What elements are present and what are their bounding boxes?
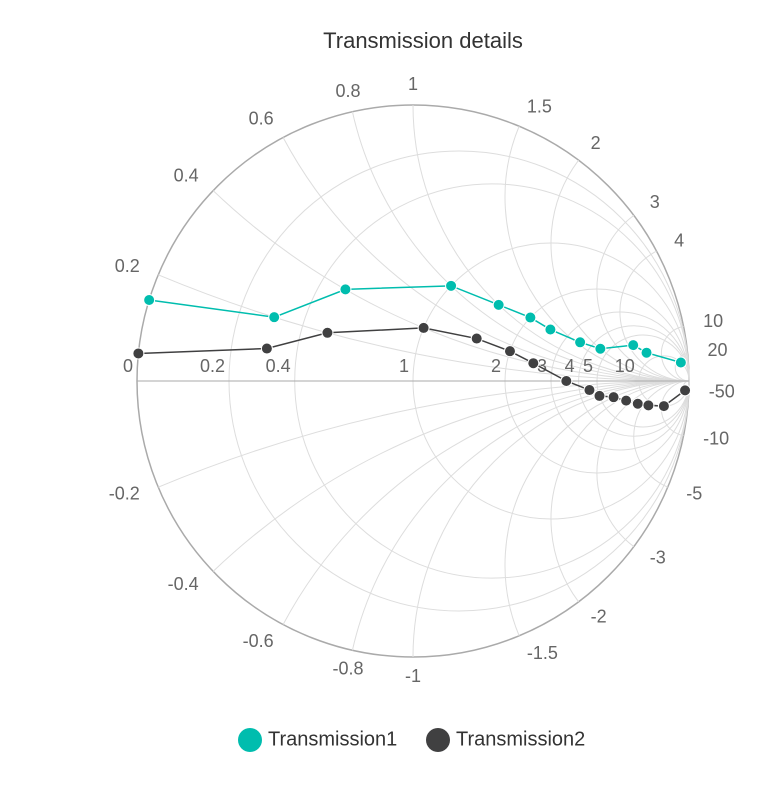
legend-text: Transmission2 <box>456 728 585 750</box>
data-point <box>631 397 644 410</box>
resistance-tick-label: 1 <box>399 356 409 376</box>
reactance-tick-label: -0.6 <box>243 631 274 651</box>
data-point <box>503 345 516 358</box>
reactance-tick-label: -1.5 <box>527 643 558 663</box>
reactance-tick-label: 0.2 <box>115 256 140 276</box>
reactance-grid-arc <box>596 215 690 382</box>
data-point <box>607 391 620 404</box>
reactance-tick-label: -50 <box>709 382 735 402</box>
reactance-tick-label: -10 <box>703 428 729 448</box>
reactance-grid-arc <box>282 380 690 625</box>
data-point <box>321 326 334 339</box>
reactance-grid-arc <box>596 380 690 547</box>
reactance-grid-arc <box>351 380 690 651</box>
data-point <box>583 384 596 397</box>
data-point <box>339 283 352 296</box>
reactance-tick-label: 10 <box>703 311 723 331</box>
reactance-tick-label: -0.4 <box>168 574 199 594</box>
reactance-tick-label: -2 <box>591 607 607 627</box>
legend-marker <box>426 728 450 752</box>
data-point <box>642 399 655 412</box>
reactance-grid-arc <box>660 325 690 382</box>
reactance-tick-label: 0.4 <box>174 166 199 186</box>
reactance-grid-arc <box>158 274 690 382</box>
reactance-tick-label: -5 <box>686 484 702 504</box>
resistance-tick-label: 10 <box>615 356 635 376</box>
data-point <box>657 400 670 413</box>
reactance-grid-arc <box>212 380 690 572</box>
reactance-tick-label: 1.5 <box>527 97 552 117</box>
reactance-tick-label: -3 <box>650 547 666 567</box>
reactance-tick-label: 0.6 <box>249 109 274 129</box>
reactance-grid-arc <box>550 159 690 382</box>
data-point <box>132 347 145 360</box>
data-point <box>260 342 273 355</box>
reactance-tick-label: 1 <box>408 74 418 94</box>
reactance-grid-arc <box>212 190 690 382</box>
resistance-tick-label: 0.4 <box>266 356 291 376</box>
reactance-grid-arc <box>504 126 690 382</box>
resistance-tick-label: 5 <box>583 356 593 376</box>
reactance-grid-arc <box>412 104 690 382</box>
data-point <box>268 311 281 324</box>
legend-marker <box>238 728 262 752</box>
reactance-tick-label: 0.8 <box>336 81 361 101</box>
resistance-tick-label: 0.2 <box>200 356 225 376</box>
reactance-tick-label: -1 <box>405 666 421 686</box>
reactance-tick-label: -0.8 <box>333 659 364 679</box>
data-point <box>527 357 540 370</box>
data-point <box>574 336 587 349</box>
reactance-tick-label: 2 <box>591 133 601 153</box>
legend-text: Transmission1 <box>268 728 397 750</box>
grid <box>136 104 690 658</box>
data-point <box>143 294 156 307</box>
data-point <box>679 384 692 397</box>
reactance-tick-label: -0.2 <box>109 484 140 504</box>
reactance-grid-arc <box>351 111 690 382</box>
reactance-grid-arc <box>674 352 690 382</box>
reactance-grid-arc <box>633 380 690 488</box>
resistance-tick-label: 0 <box>123 356 133 376</box>
data-point <box>640 346 653 359</box>
resistance-tick-label: 2 <box>491 356 501 376</box>
chart-title: Transmission details <box>323 28 523 53</box>
data-point <box>674 356 687 369</box>
data-point <box>544 323 557 336</box>
reactance-tick-label: 4 <box>674 230 684 250</box>
data-point <box>492 298 505 311</box>
reactance-grid-arc <box>619 250 690 382</box>
data-point <box>627 339 640 352</box>
data-point <box>593 389 606 402</box>
resistance-tick-label: 4 <box>565 356 575 376</box>
reactance-grid-arc <box>282 137 690 382</box>
data-point <box>524 311 537 324</box>
data-point <box>560 375 573 387</box>
reactance-grid-arc <box>158 380 690 488</box>
resistance-tick-label: 3 <box>537 356 547 376</box>
reactance-tick-label: 3 <box>650 192 660 212</box>
data-point <box>445 279 458 292</box>
data-point <box>417 321 430 334</box>
data-point <box>594 342 607 355</box>
data-point <box>620 394 633 407</box>
reactance-grid-arc <box>504 380 690 636</box>
reactance-grid-arc <box>550 380 690 603</box>
reactance-grid-arc <box>412 380 690 658</box>
reactance-tick-label: 20 <box>708 340 728 360</box>
data-point <box>470 332 483 345</box>
